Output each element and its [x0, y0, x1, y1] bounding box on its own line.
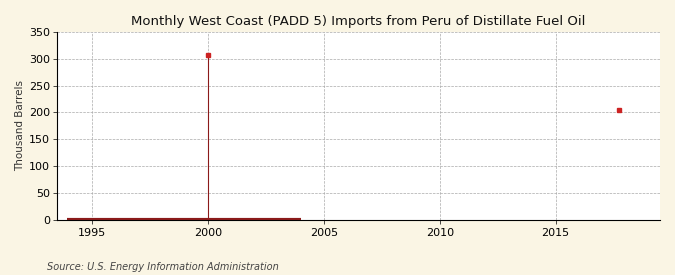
Text: Source: U.S. Energy Information Administration: Source: U.S. Energy Information Administ…	[47, 262, 279, 272]
Y-axis label: Thousand Barrels: Thousand Barrels	[15, 80, 25, 171]
Title: Monthly West Coast (PADD 5) Imports from Peru of Distillate Fuel Oil: Monthly West Coast (PADD 5) Imports from…	[132, 15, 586, 28]
